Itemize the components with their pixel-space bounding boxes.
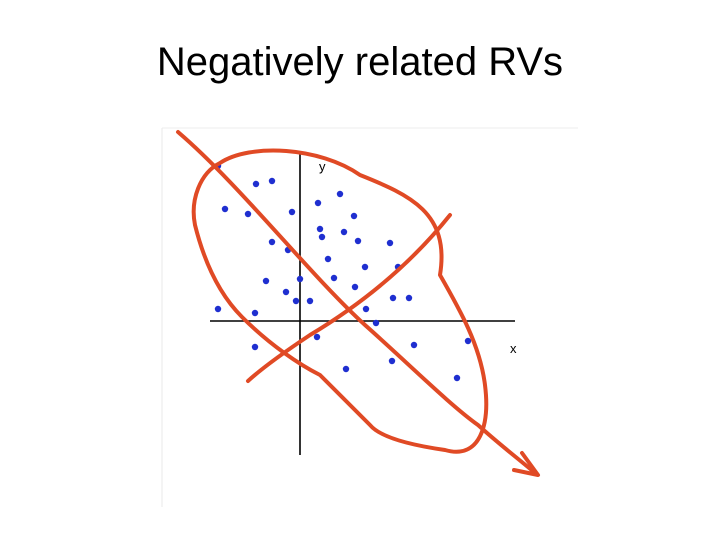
scatter-point xyxy=(350,212,358,220)
scatter-point xyxy=(268,177,276,185)
scatter-point xyxy=(405,294,413,302)
x-axis-label: x xyxy=(510,341,517,356)
scatter-point xyxy=(244,210,252,218)
cross-line xyxy=(246,213,452,383)
scatter-point xyxy=(410,341,418,349)
scatter-point xyxy=(330,274,338,282)
scatter-svg: y x xyxy=(161,127,578,507)
scatter-point xyxy=(324,255,332,263)
slide-title: Negatively related RVs xyxy=(156,40,564,84)
scatter-point xyxy=(251,309,259,317)
scatter-diagram: y x xyxy=(160,125,580,510)
trend-arrowhead xyxy=(512,451,540,477)
scatter-point xyxy=(221,205,229,213)
scatter-point xyxy=(336,190,344,198)
scatter-point xyxy=(282,288,290,296)
scatter-point xyxy=(354,237,362,245)
scatter-point xyxy=(372,319,380,327)
scatter-point xyxy=(214,305,222,313)
scatter-point xyxy=(361,263,369,271)
scatter-point xyxy=(313,333,321,341)
scatter-point xyxy=(268,238,276,246)
scatter-point xyxy=(342,365,350,373)
scatter-point xyxy=(340,228,348,236)
scatter-point xyxy=(296,275,304,283)
scatter-point xyxy=(252,180,260,188)
scatter-point xyxy=(314,199,322,207)
scatter-points xyxy=(214,162,472,382)
scatter-point xyxy=(389,294,397,302)
scatter-point xyxy=(464,337,472,345)
scatter-point xyxy=(453,374,461,382)
negative-trend-line xyxy=(176,130,537,475)
enclosing-ellipse xyxy=(191,148,489,454)
scatter-point xyxy=(351,283,359,291)
scatter-point xyxy=(362,305,370,313)
scatter-point xyxy=(251,343,259,351)
scatter-point xyxy=(316,225,324,233)
scatter-point xyxy=(262,277,270,285)
scatter-point xyxy=(288,208,296,216)
scatter-point xyxy=(292,297,300,305)
scatter-point xyxy=(386,239,394,247)
scatter-point xyxy=(388,357,396,365)
y-axis-label: y xyxy=(319,159,326,174)
scatter-point xyxy=(306,297,314,305)
scatter-point xyxy=(318,233,326,241)
